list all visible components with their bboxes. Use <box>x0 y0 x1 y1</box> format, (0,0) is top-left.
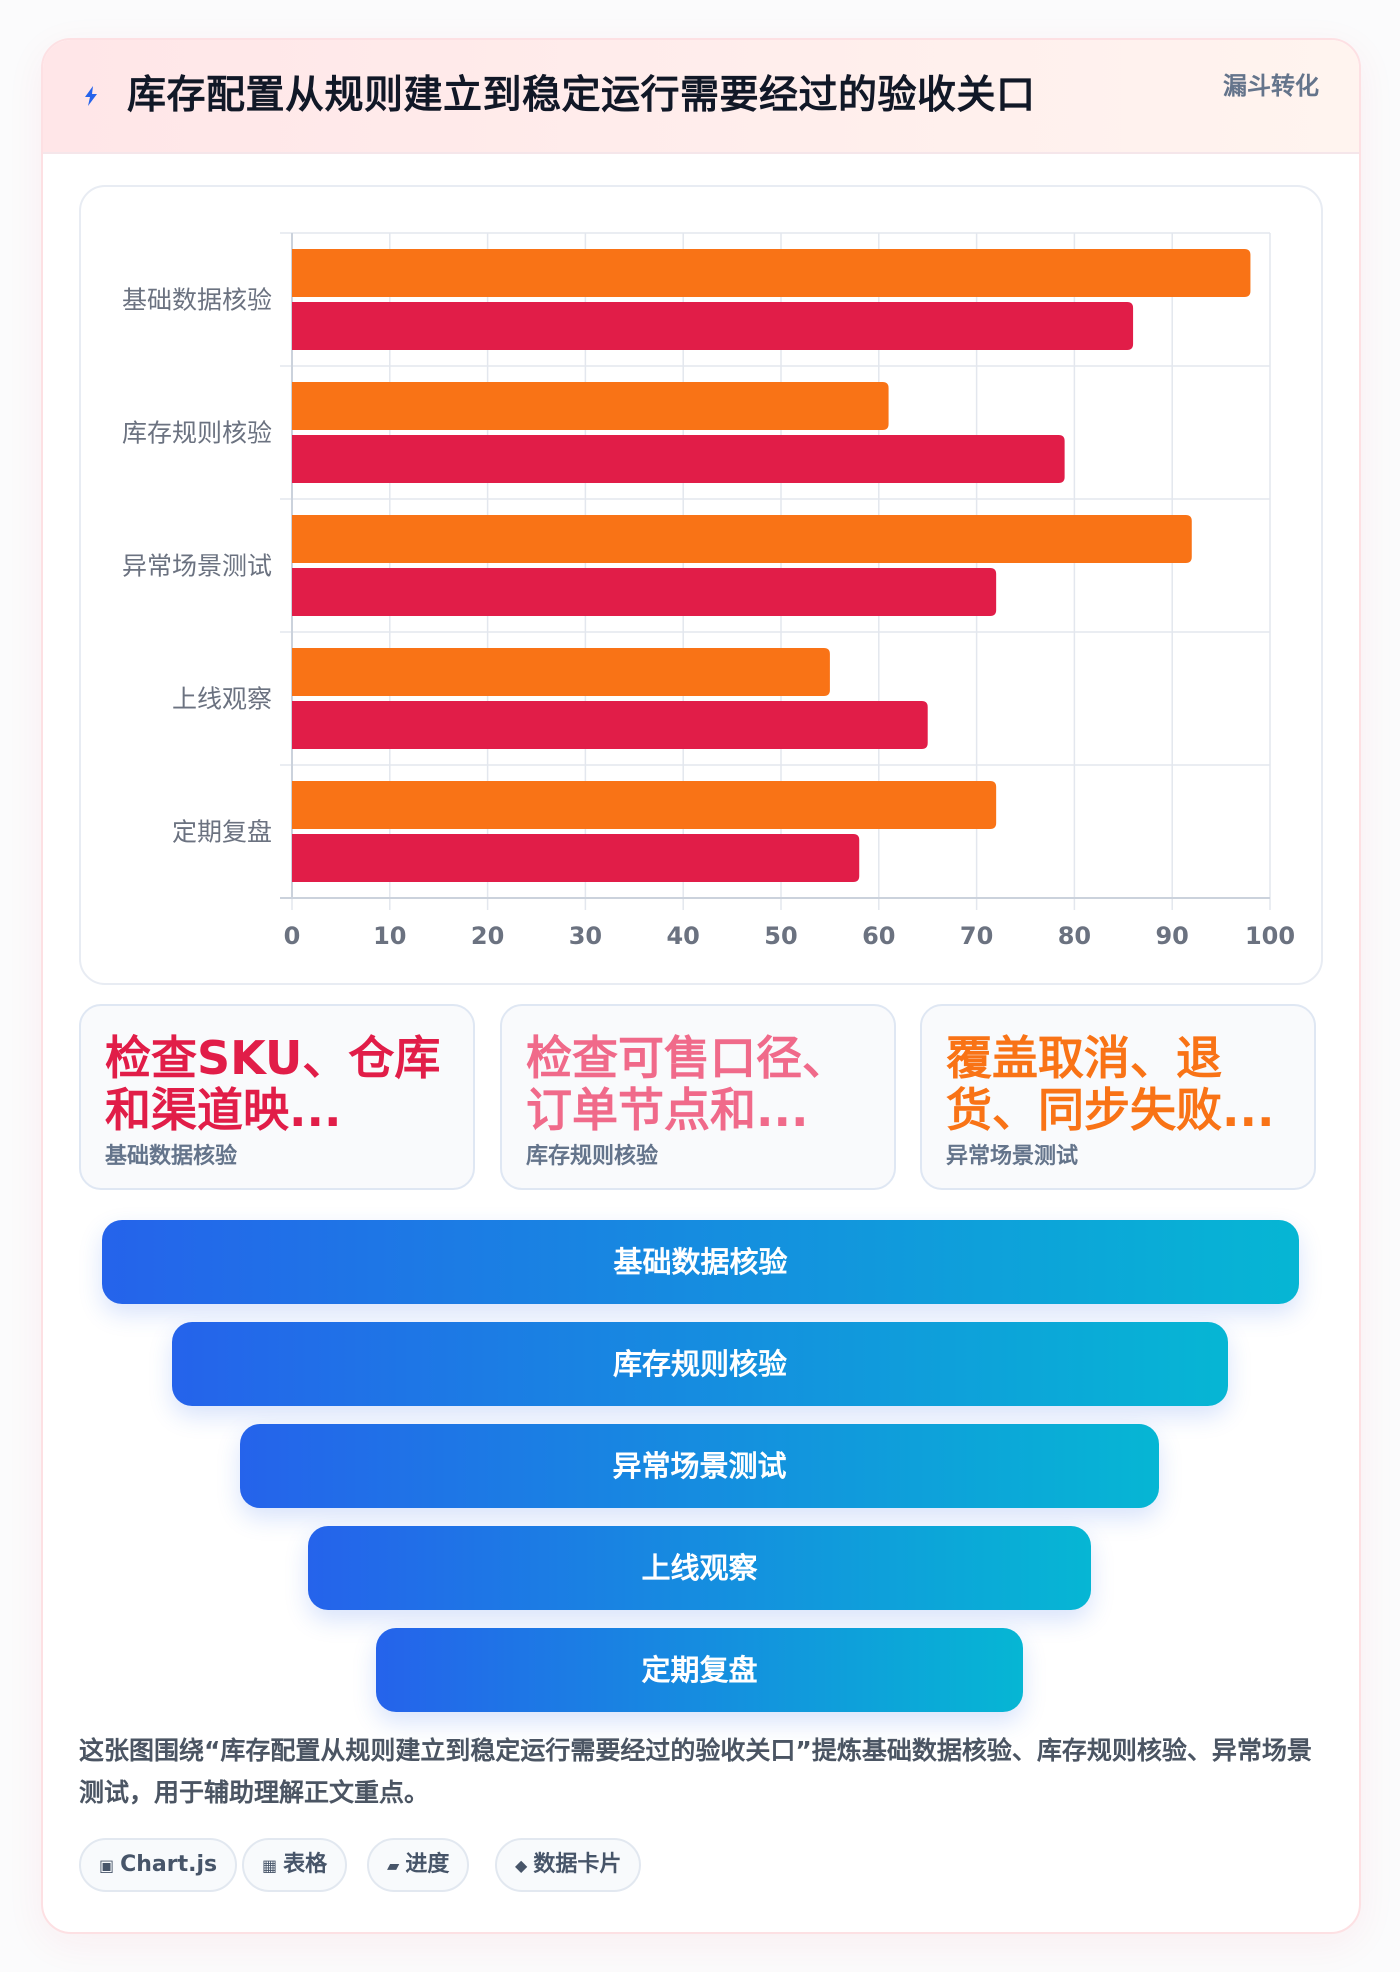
x-tick-label: 100 <box>1245 922 1295 950</box>
x-tick-label: 90 <box>1155 922 1188 950</box>
table-icon: ▦ <box>262 1856 278 1875</box>
bar-series1 <box>292 515 1192 563</box>
chip-table[interactable]: ▦ 表格 <box>242 1838 348 1892</box>
category-label: 异常场景测试 <box>122 552 272 581</box>
stat-value-3: 覆盖取消、退货、同步失败... <box>946 1032 1275 1136</box>
x-tick-label: 80 <box>1058 922 1091 950</box>
card-header: 库存配置从规则建立到稳定运行需要经过的验收关口 漏斗转化 <box>43 40 1359 154</box>
chip-label: Chart.js <box>120 1852 218 1877</box>
category-label: 基础数据核验 <box>122 286 272 315</box>
chart-type-tag: 漏斗转化 <box>1223 72 1319 100</box>
lightning-icon <box>79 84 103 108</box>
stat-label-2: 库存规则核验 <box>526 1144 659 1169</box>
bar-series1 <box>292 382 889 430</box>
infographic-card: 库存配置从规则建立到稳定运行需要经过的验收关口 漏斗转化 0 10 20 30 40 50… <box>41 38 1361 1934</box>
diamond-icon: ◆ <box>515 1856 528 1875</box>
stat-card-3: 覆盖取消、退货、同步失败... 异常场景测试 <box>920 1004 1316 1190</box>
bar-series2 <box>292 302 1134 350</box>
category-label: 上线观察 <box>172 685 272 714</box>
bar-series1 <box>292 249 1251 297</box>
bar-series1 <box>292 781 997 829</box>
chip-progress[interactable]: ▰ 进度 <box>367 1838 470 1892</box>
chip-label: 进度 <box>405 1852 450 1877</box>
x-tick-label: 50 <box>764 922 797 950</box>
stat-card-2: 检查可售口径、订单节点和... 库存规则核验 <box>500 1004 896 1190</box>
funnel-step-2: 库存规则核验 <box>172 1322 1228 1406</box>
bar-chart: 0 10 20 30 40 50 60 70 80 90 100 基础数据核验库存规则核验异常场景测试… <box>122 232 1295 950</box>
bar-series1 <box>292 648 830 696</box>
stat-value-1: 检查SKU、仓库和渠道映... <box>105 1032 441 1136</box>
bar-series2 <box>292 834 860 882</box>
page-title: 库存配置从规则建立到稳定运行需要经过的验收关口 <box>127 73 1036 118</box>
chip-label: 表格 <box>283 1852 328 1877</box>
chip-chartjs[interactable]: ▣ Chart.js <box>79 1838 238 1892</box>
funnel-step-4: 上线观察 <box>308 1526 1091 1610</box>
bar-series2 <box>292 568 997 616</box>
x-tick-label: 30 <box>569 922 602 950</box>
x-tick-label: 10 <box>373 922 406 950</box>
category-label: 定期复盘 <box>172 818 272 847</box>
bar-series2 <box>292 435 1065 483</box>
funnel-step-5: 定期复盘 <box>376 1628 1023 1712</box>
funnel-step-1: 基础数据核验 <box>102 1220 1299 1304</box>
bar-chart-panel: 0 10 20 30 40 50 60 70 80 90 100 基础数据核验 库存规则核验 异常场景测试… <box>79 185 1323 985</box>
summary-text: 这张图围绕“库存配置从规则建立到稳定运行需要经过的验收关口”提炼基础数据核验、库… <box>79 1736 1312 1807</box>
x-tick-label: 20 <box>471 922 504 950</box>
stat-label-1: 基础数据核验 <box>105 1144 238 1169</box>
stat-label-3: 异常场景测试 <box>946 1144 1079 1169</box>
funnel-step-3: 异常场景测试 <box>240 1424 1159 1508</box>
x-tick-label: 40 <box>666 922 699 950</box>
stat-value-2: 检查可售口径、订单节点和... <box>526 1032 848 1136</box>
x-tick-label: 70 <box>960 922 993 950</box>
stat-card-1: 检查SKU、仓库和渠道映... 基础数据核验 <box>79 1004 475 1190</box>
x-tick-label: 0 <box>284 922 301 950</box>
chip-label: 数据卡片 <box>533 1852 622 1877</box>
chip-data-card[interactable]: ◆ 数据卡片 <box>495 1838 642 1892</box>
x-tick-label: 60 <box>862 922 895 950</box>
chart-icon: ▣ <box>99 1856 115 1875</box>
category-label: 库存规则核验 <box>122 419 272 448</box>
progress-icon: ▰ <box>387 1856 400 1875</box>
bar-series2 <box>292 701 928 749</box>
